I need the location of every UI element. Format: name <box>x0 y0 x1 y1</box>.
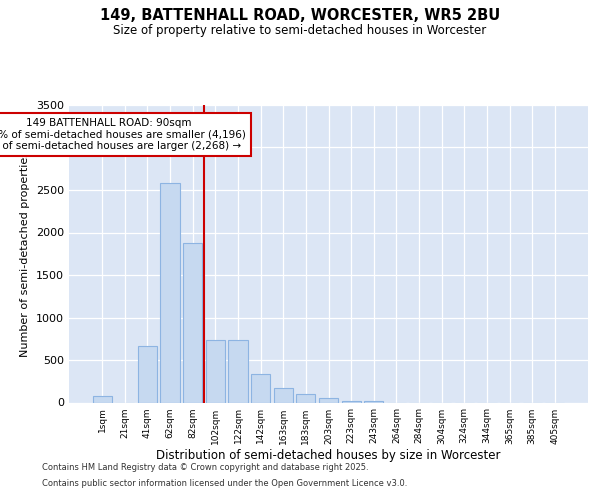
Text: Contains public sector information licensed under the Open Government Licence v3: Contains public sector information licen… <box>42 478 407 488</box>
X-axis label: Distribution of semi-detached houses by size in Worcester: Distribution of semi-detached houses by … <box>156 450 501 462</box>
Bar <box>206 340 225 402</box>
Bar <box>319 398 338 402</box>
Text: Size of property relative to semi-detached houses in Worcester: Size of property relative to semi-detach… <box>113 24 487 37</box>
Bar <box>274 388 293 402</box>
Bar <box>160 183 180 402</box>
Bar <box>296 394 316 402</box>
Bar <box>251 374 270 402</box>
Bar <box>341 401 361 402</box>
Y-axis label: Number of semi-detached properties: Number of semi-detached properties <box>20 151 31 357</box>
Bar <box>138 346 157 403</box>
Bar <box>229 340 248 402</box>
Text: 149, BATTENHALL ROAD, WORCESTER, WR5 2BU: 149, BATTENHALL ROAD, WORCESTER, WR5 2BU <box>100 8 500 22</box>
Bar <box>92 396 112 402</box>
Text: Contains HM Land Registry data © Crown copyright and database right 2025.: Contains HM Land Registry data © Crown c… <box>42 464 368 472</box>
Text: 149 BATTENHALL ROAD: 90sqm
← 64% of semi-detached houses are smaller (4,196)
35%: 149 BATTENHALL ROAD: 90sqm ← 64% of semi… <box>0 118 245 151</box>
Bar <box>183 242 202 402</box>
Bar <box>364 401 383 402</box>
